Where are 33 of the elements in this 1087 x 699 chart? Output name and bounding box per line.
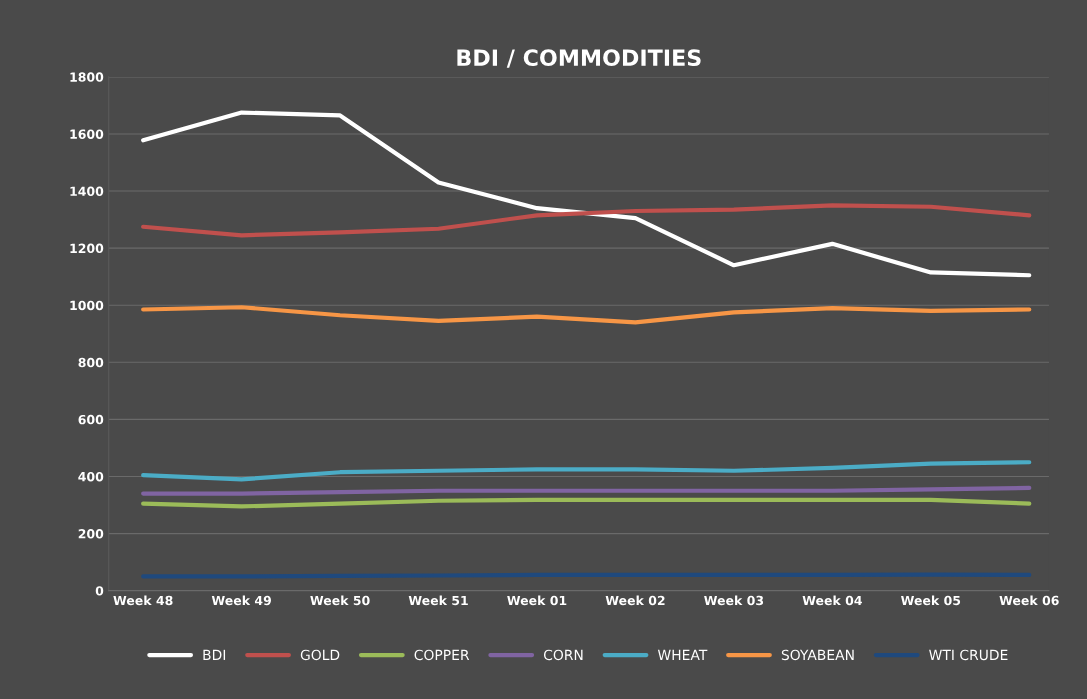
y-tick-label: 600 (78, 414, 104, 425)
y-tick-label: 1200 (70, 243, 104, 254)
y-tick-label: 200 (78, 529, 104, 539)
y-tick-label: 1400 (70, 186, 104, 196)
legend-label: WTI CRUDE (929, 649, 1008, 661)
line-series (141, 203, 1032, 238)
legend-label: BDI (203, 649, 226, 660)
line-series (141, 460, 1032, 482)
x-tick-label: Week 51 (408, 595, 468, 606)
y-tick-label: 800 (78, 357, 104, 368)
x-tick-label: Week 48 (113, 595, 173, 606)
y-tick-label: 1800 (70, 72, 104, 82)
legend-label: GOLD (300, 649, 340, 661)
chart-title: BDI / COMMODITIES (457, 49, 701, 68)
x-tick-label: Week 01 (507, 595, 567, 606)
x-tick-label: Week 05 (901, 595, 961, 606)
x-tick-label: Week 03 (704, 595, 764, 606)
x-tick-label: Week 06 (999, 595, 1059, 606)
y-tick-label: 1000 (70, 300, 104, 311)
line-series (141, 497, 1032, 509)
y-tick-label: 400 (78, 471, 104, 482)
legend-label: SOYABEAN (781, 649, 854, 661)
x-tick-label: Week 50 (310, 595, 370, 606)
x-tick-label: Week 49 (211, 595, 271, 606)
line-series (141, 305, 1032, 325)
x-tick-label: Week 02 (605, 595, 665, 606)
x-tick-label: Week 04 (802, 595, 862, 606)
y-tick-label: 1600 (70, 129, 104, 139)
line-series (141, 110, 1032, 278)
legend-label: CORN (543, 649, 583, 661)
y-tick-label: 0 (95, 586, 104, 596)
legend-label: COPPER (414, 649, 470, 661)
legend-label: WHEAT (657, 649, 708, 660)
